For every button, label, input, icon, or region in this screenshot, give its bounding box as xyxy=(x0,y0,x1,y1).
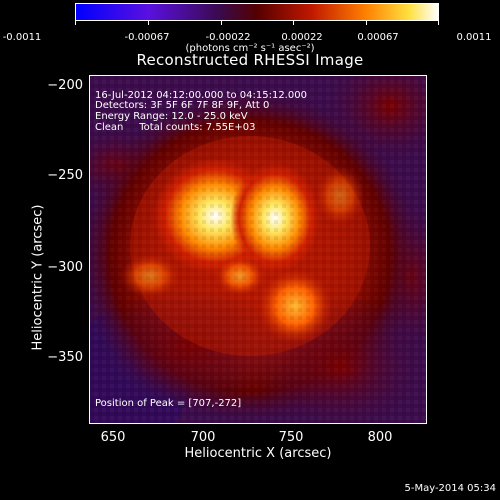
colorbar-tick-mark xyxy=(75,20,76,25)
solar-image-heatmap xyxy=(90,76,426,423)
y-axis-label: Heliocentric Y (arcsec) xyxy=(30,204,46,351)
time-range-text: 16-Jul-2012 04:12:00.000 to 04:15:12.000 xyxy=(95,90,307,101)
clean-counts-text: Clean Total counts: 7.55E+03 xyxy=(95,122,256,133)
energy-range-text: Energy Range: 12.0 - 25.0 keV xyxy=(95,111,248,122)
y-tick-label: −350 xyxy=(47,350,83,365)
colorbar-tick-mark xyxy=(366,20,367,25)
x-tick-label: 650 xyxy=(100,430,126,445)
x-tick-label: 800 xyxy=(367,430,393,445)
x-tick-label: 750 xyxy=(278,430,304,445)
colorbar-tick-mark xyxy=(293,20,294,25)
colorbar-tick-label: 0.00067 xyxy=(357,32,399,43)
colorbar-tick-mark xyxy=(221,20,222,25)
y-tick-label: −300 xyxy=(47,260,83,275)
colorbar-tick-mark xyxy=(438,20,439,25)
peak-position-text: Position of Peak = [707,-272] xyxy=(95,398,242,409)
colorbar-gradient xyxy=(76,4,438,20)
y-tick-label: −200 xyxy=(47,78,83,93)
image-title: Reconstructed RHESSI Image xyxy=(136,51,364,69)
y-tick-label: −250 xyxy=(47,168,83,183)
colorbar-tick-mark xyxy=(148,20,149,25)
colorbar-tick-label: -0.00067 xyxy=(124,32,170,43)
colorbar-unit-label: (photons cm⁻² s⁻¹ asec⁻²) xyxy=(185,43,315,54)
colorbar-tick-label: 0.0011 xyxy=(456,32,492,43)
solar-image-plot xyxy=(89,75,427,424)
colorbar-tick-label: 0.00022 xyxy=(281,32,323,43)
x-tick-label: 700 xyxy=(190,430,216,445)
timestamp-footer: 5-May-2014 05:34 xyxy=(404,483,496,494)
x-axis-label: Heliocentric X (arcsec) xyxy=(184,446,332,461)
colorbar-tick-label: -0.00022 xyxy=(205,32,251,43)
colorbar-tick-label: -0.0011 xyxy=(2,32,42,43)
detectors-text: Detectors: 3F 5F 6F 7F 8F 9F, Att 0 xyxy=(95,100,270,111)
colorbar xyxy=(75,3,439,21)
